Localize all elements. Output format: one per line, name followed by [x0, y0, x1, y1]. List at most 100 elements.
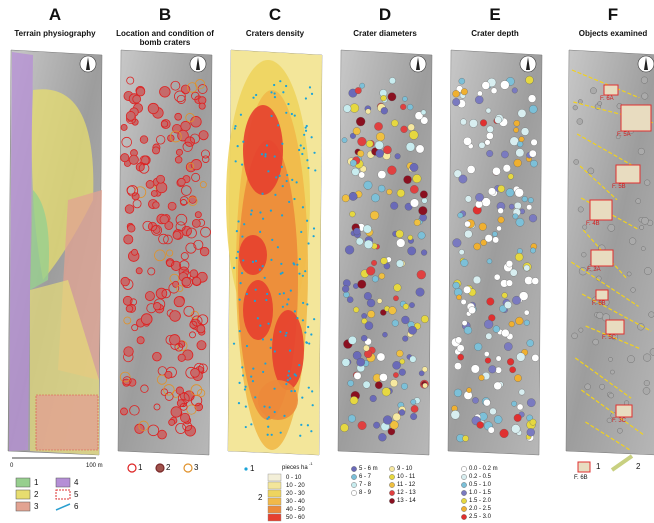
crater: [486, 132, 493, 139]
crater: [506, 188, 514, 196]
crater: [464, 230, 472, 238]
crater: [643, 354, 651, 362]
crater: [169, 419, 175, 425]
crater: [459, 175, 467, 183]
crater-point: [237, 145, 239, 147]
crater: [627, 272, 631, 276]
crater: [364, 181, 372, 189]
crater: [485, 140, 491, 146]
crater: [383, 416, 392, 425]
crater: [451, 410, 460, 419]
crater: [474, 243, 481, 250]
crater-point: [274, 350, 276, 352]
crater: [178, 354, 185, 361]
crater: [593, 339, 599, 345]
crater-point: [296, 181, 298, 183]
legend-swatch: [461, 490, 466, 495]
crater: [173, 231, 181, 239]
crater-point: [239, 330, 241, 332]
crater: [387, 189, 393, 195]
crater: [347, 297, 353, 303]
legend-swatch: [461, 466, 466, 471]
crater: [454, 362, 461, 369]
crater: [453, 239, 462, 248]
crater-point: [302, 275, 304, 277]
legend-swatch: [268, 482, 281, 489]
crater: [610, 370, 614, 374]
crater: [397, 189, 405, 197]
crater-point: [299, 435, 301, 437]
crater: [516, 353, 525, 362]
crater: [393, 361, 401, 369]
crater: [459, 78, 465, 84]
crater-point: [254, 300, 256, 302]
crater: [506, 280, 513, 287]
crater: [468, 307, 475, 314]
crater-point: [273, 388, 275, 390]
crater: [382, 387, 391, 396]
crater: [504, 342, 512, 350]
crater: [353, 228, 360, 235]
crater-point: [281, 143, 283, 145]
legend-swatch: [268, 498, 281, 505]
crater: [342, 138, 347, 143]
crater: [419, 206, 428, 215]
crater-point: [294, 310, 296, 312]
crater: [641, 77, 648, 84]
crater: [391, 120, 398, 127]
crater: [524, 276, 532, 284]
crater: [378, 185, 385, 192]
crater-point: [234, 127, 236, 129]
crater: [519, 137, 524, 142]
crater: [572, 333, 578, 339]
crater: [157, 175, 165, 183]
crater: [367, 299, 375, 307]
legend-label: 2.5 - 3.0: [469, 514, 491, 520]
object-label: F. 3C: [612, 418, 626, 424]
crater: [375, 382, 382, 389]
crater-point: [240, 114, 242, 116]
crater: [376, 149, 384, 157]
crater-point: [306, 159, 308, 161]
scale-label: 0: [10, 463, 13, 469]
legend-label: 0.5 - 1.0: [469, 482, 491, 488]
crater: [488, 427, 494, 433]
crater: [629, 238, 636, 245]
crater-point: [237, 220, 239, 222]
crater: [379, 273, 385, 279]
panel-letter: D: [338, 6, 432, 23]
crater-point: [244, 388, 246, 390]
zone: [36, 395, 98, 450]
legend-label: 2.0 - 2.5: [469, 506, 491, 512]
crater-point: [264, 362, 266, 364]
crater-point: [280, 273, 282, 275]
legend-label: 5 - 6 m: [359, 466, 378, 472]
crater: [480, 120, 487, 127]
crater: [500, 81, 509, 90]
crater: [477, 421, 484, 428]
crater: [416, 145, 424, 153]
crater: [366, 140, 373, 147]
crater-point: [262, 338, 264, 340]
crater: [518, 109, 526, 117]
crater: [381, 95, 387, 101]
crater-point: [313, 235, 315, 237]
crater: [392, 320, 399, 327]
crater: [357, 150, 364, 157]
object-label: F. 6B: [592, 301, 606, 307]
crater: [644, 380, 650, 386]
crater-point: [312, 404, 314, 406]
crater: [487, 126, 494, 133]
crater-point: [252, 368, 254, 370]
crater-point: [281, 214, 283, 216]
crater-point: [296, 264, 298, 266]
crater: [515, 188, 524, 197]
crater-point: [267, 426, 269, 428]
crater: [578, 207, 583, 212]
crater: [515, 253, 523, 261]
crater: [170, 311, 181, 322]
crater-point: [242, 141, 244, 143]
crater-point: [254, 396, 256, 398]
panel-letter: C: [228, 6, 322, 23]
crater: [410, 199, 419, 208]
